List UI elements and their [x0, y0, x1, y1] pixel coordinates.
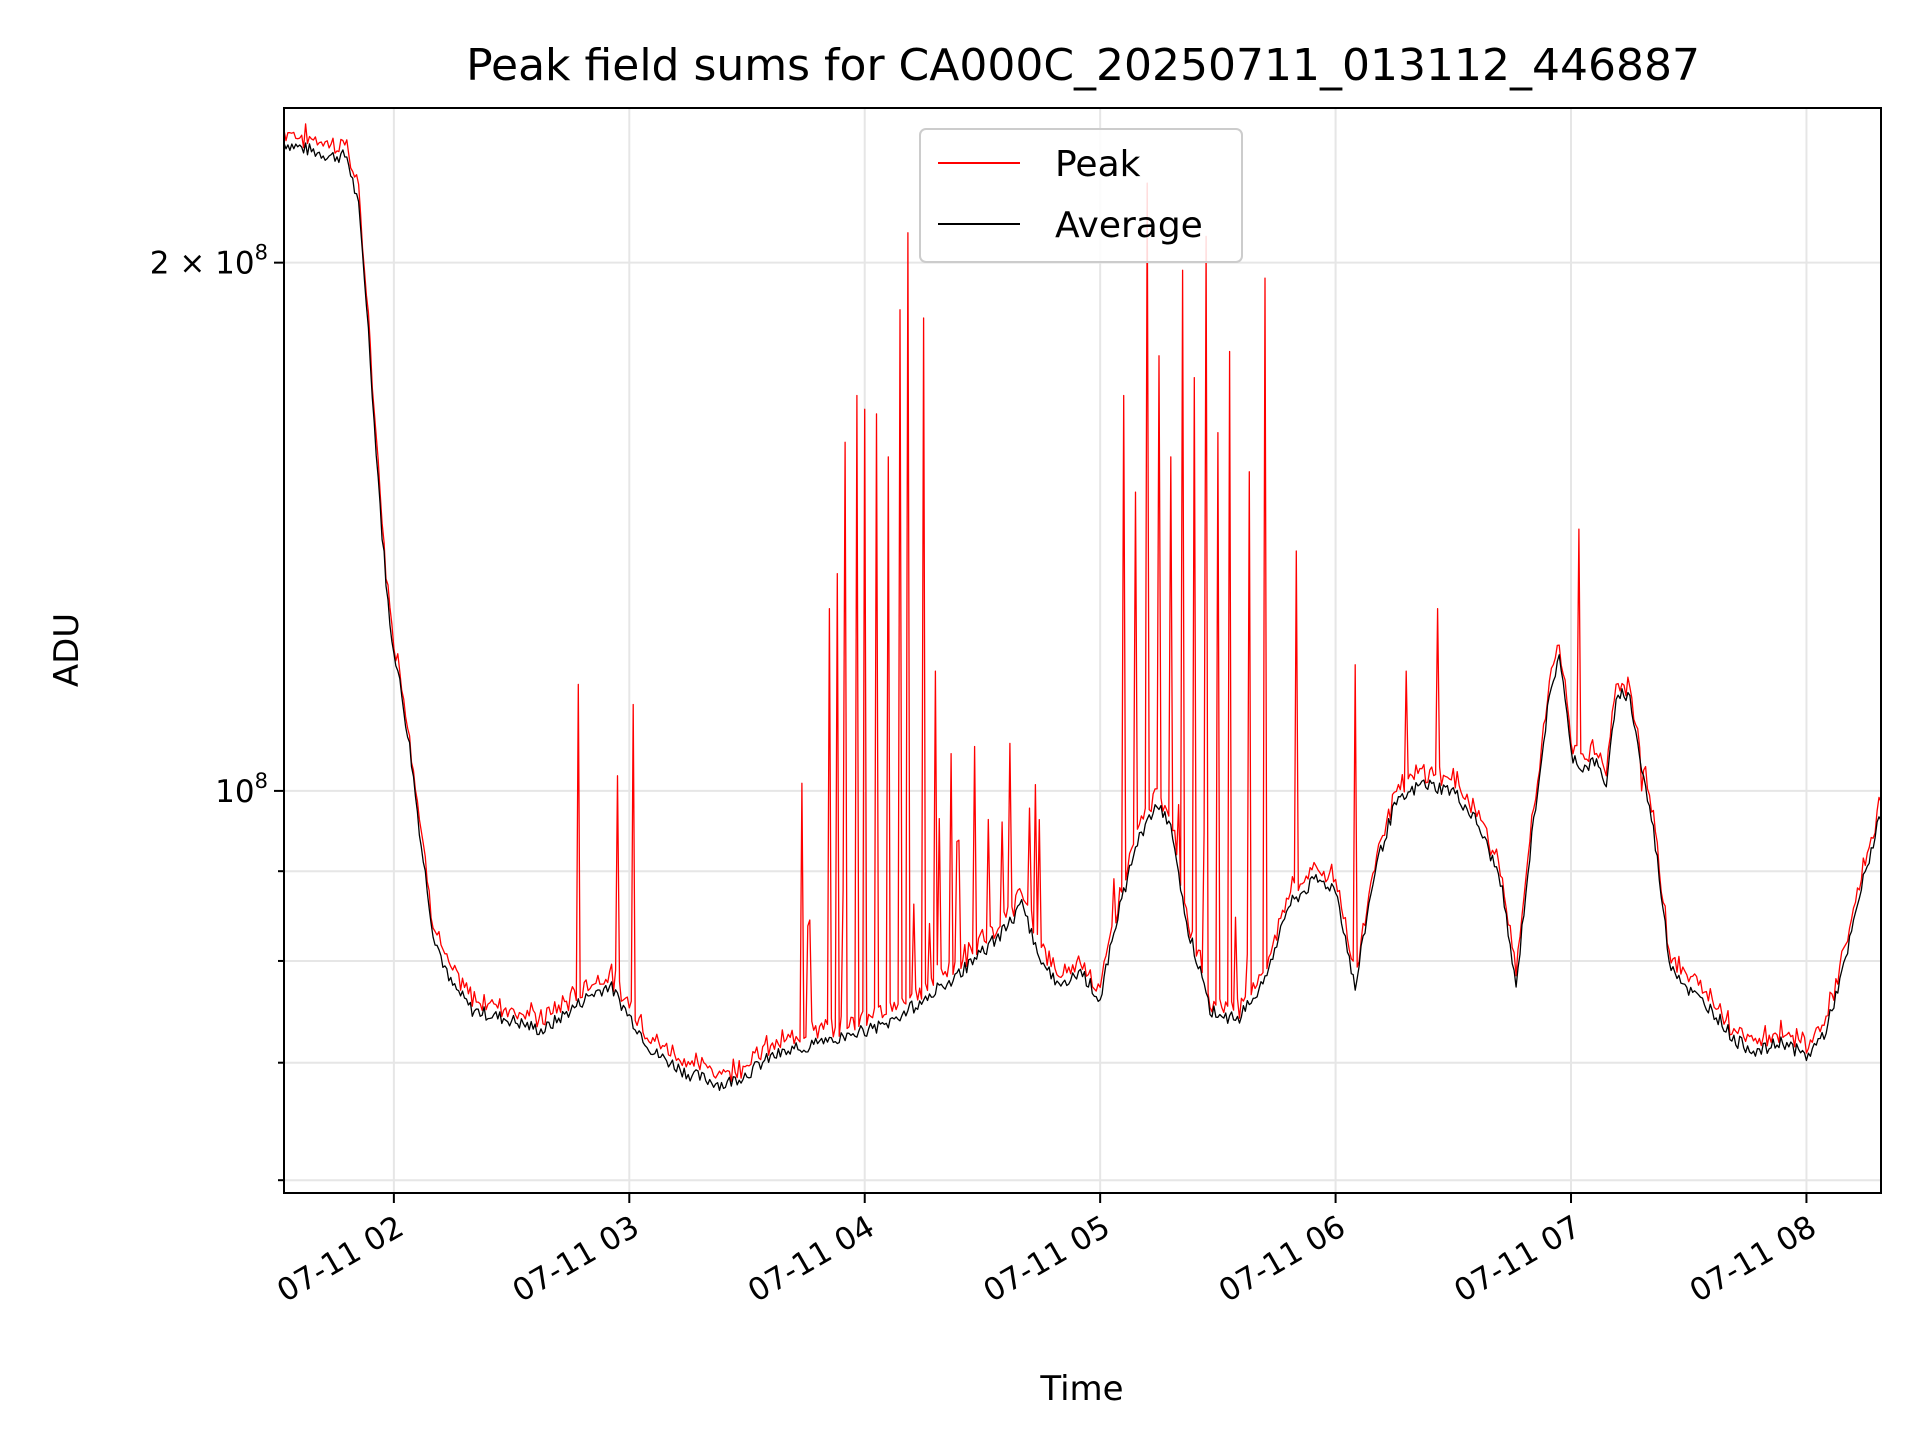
axes-frame: [283, 107, 1882, 1194]
plot-area: [283, 123, 1882, 1092]
legend-average-label: Average: [1055, 205, 1203, 246]
y-tick-label: 2 × 108: [150, 241, 268, 282]
chart-title: Peak field sums for CA000C_20250711_0131…: [466, 40, 1700, 91]
grid: [284, 108, 1881, 1193]
x-axis-label: Time: [1039, 1369, 1123, 1409]
y-tick-label: 108: [215, 769, 268, 810]
peak-series-line: [283, 123, 1882, 1083]
y-axis: 2 × 108 108: [150, 241, 284, 1182]
average-series-line: [283, 142, 1882, 1092]
legend-peak-label: Peak: [1055, 144, 1141, 185]
y-axis-label: ADU: [47, 613, 87, 687]
legend: Peak Average: [919, 128, 1243, 263]
